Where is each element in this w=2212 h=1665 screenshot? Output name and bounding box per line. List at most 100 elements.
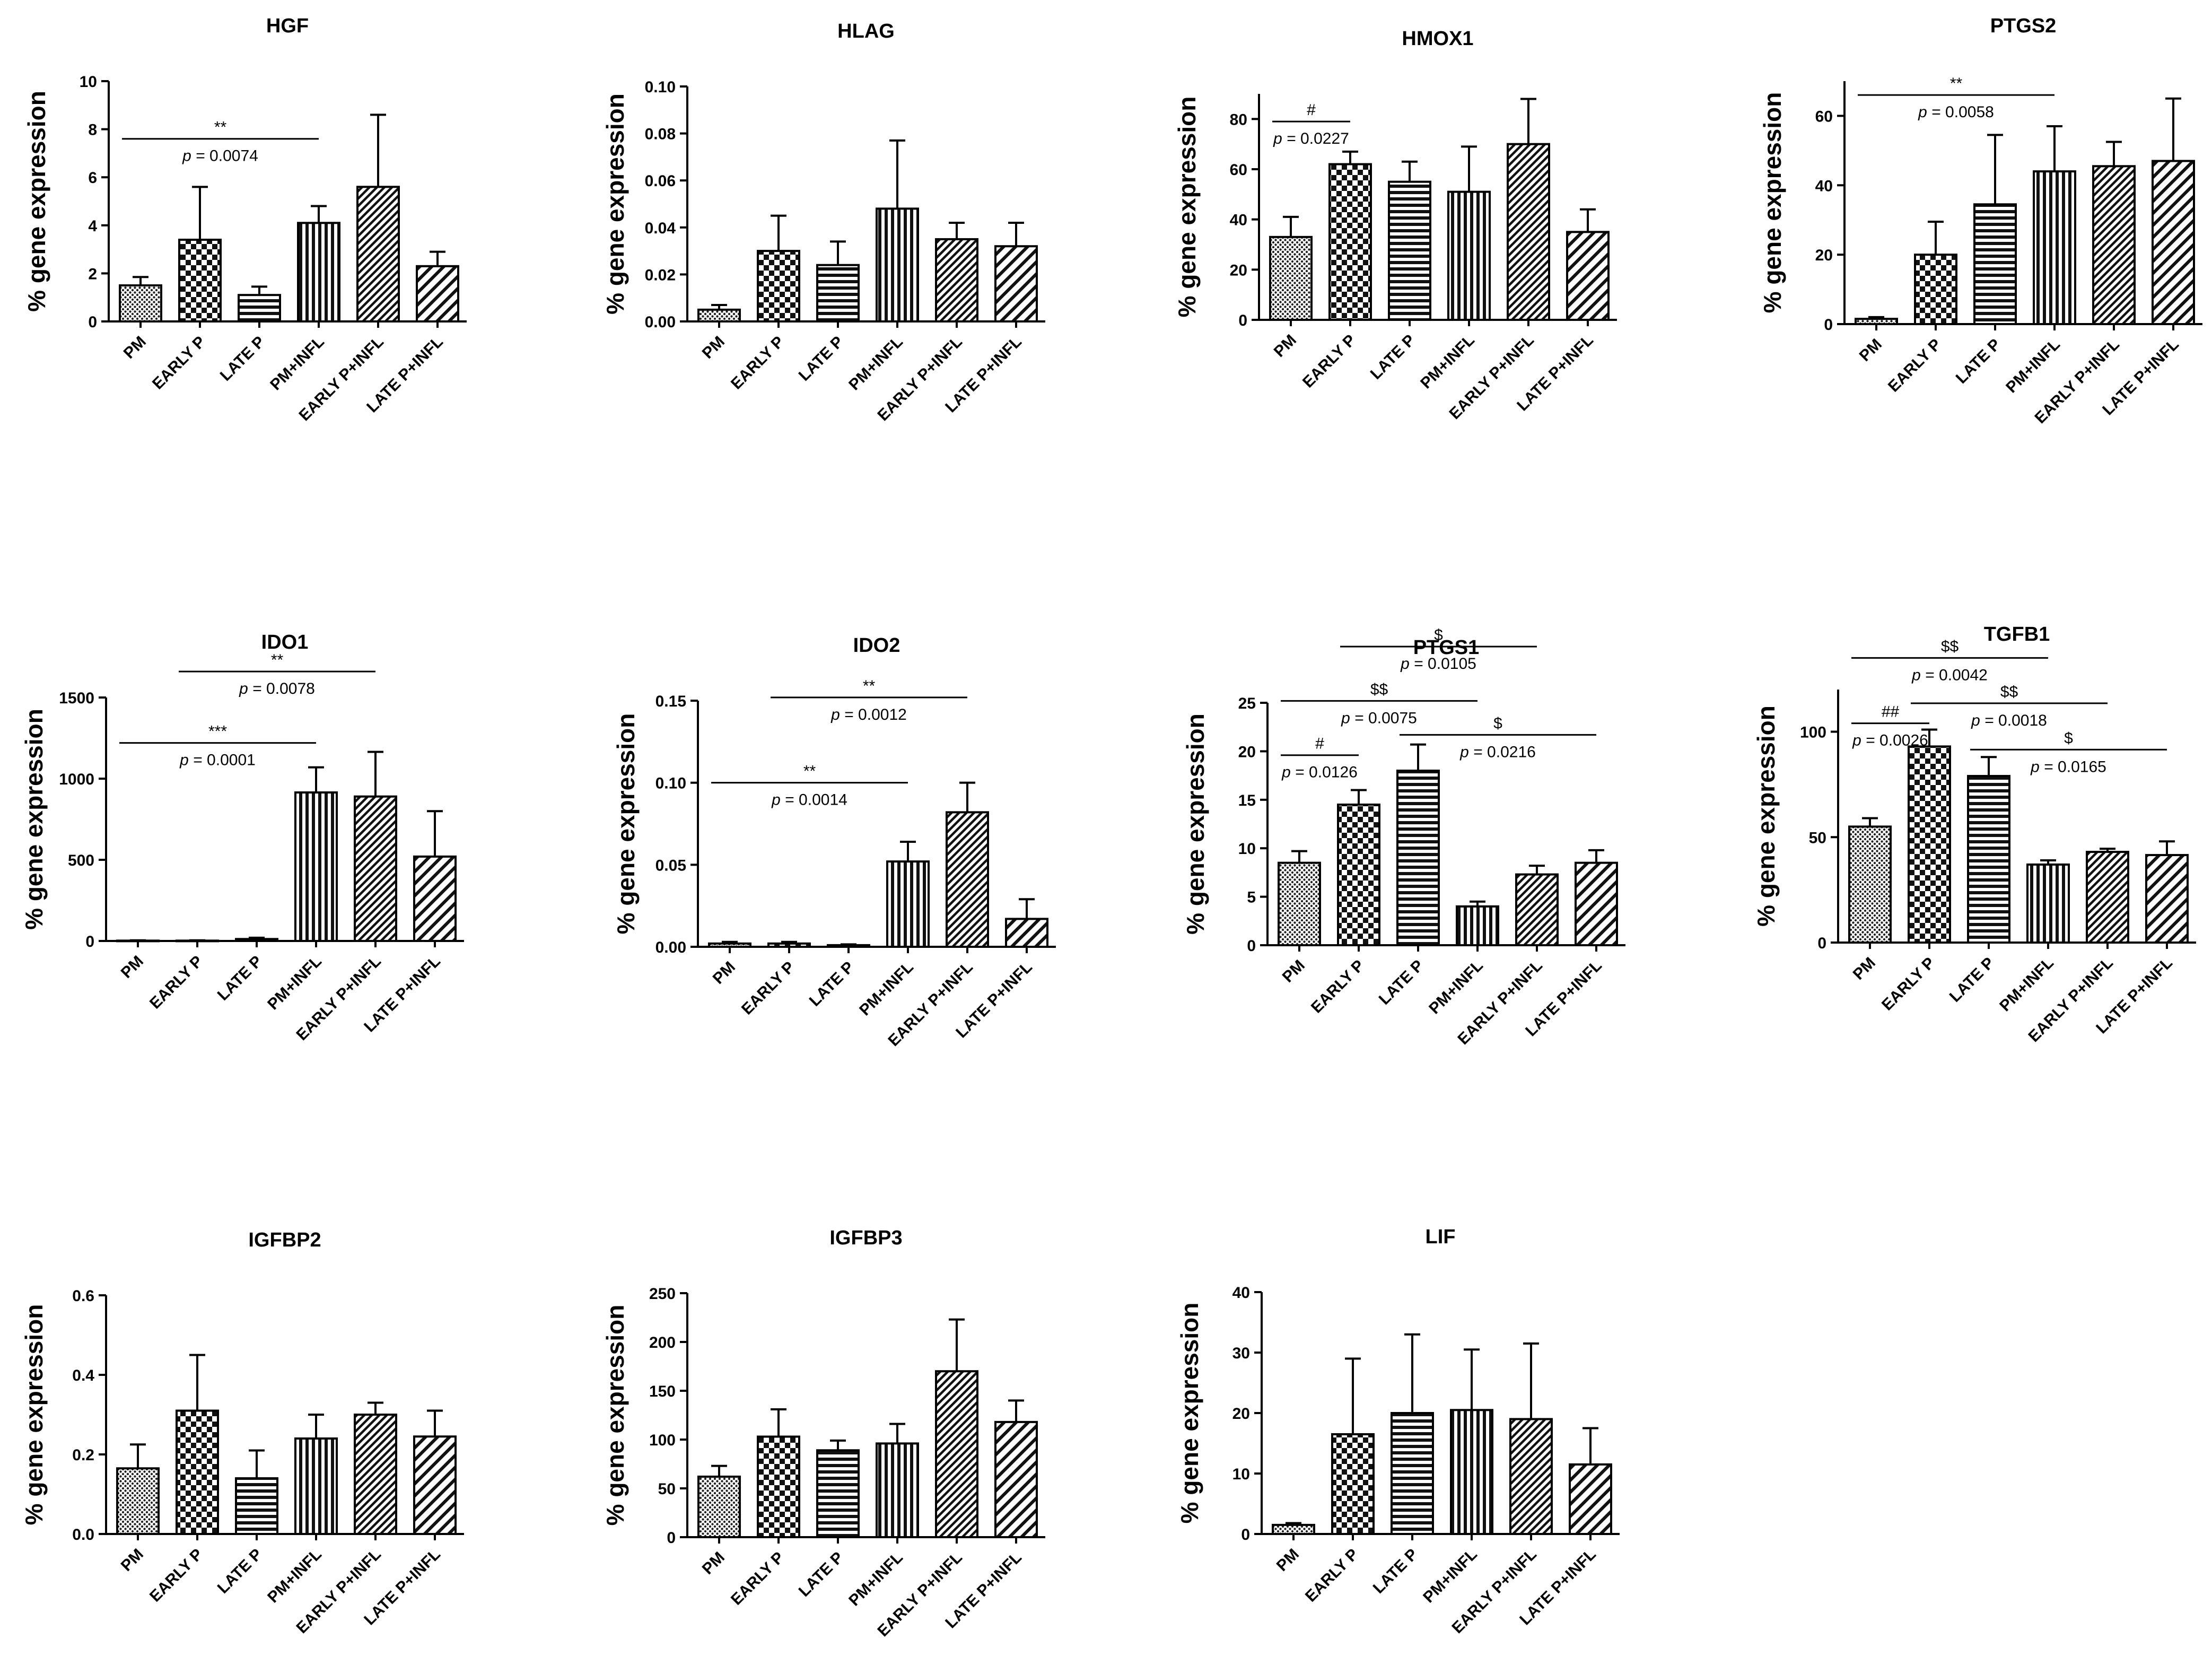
p-value-letter: p [239, 680, 248, 698]
y-tick-label: 8 [88, 121, 97, 139]
p-value-letter: p [771, 791, 781, 809]
p-value-letter: p [1281, 764, 1291, 781]
p-value-letter: p [1400, 655, 1410, 673]
y-axis-label: % gene expression [601, 93, 629, 315]
y-tick-label: 10 [80, 73, 97, 91]
x-tick-label: PM+INFL [1420, 1546, 1481, 1607]
p-value-letter: p [1459, 743, 1469, 761]
y-tick-label: 0.15 [655, 693, 686, 710]
p-value-letter: p [1918, 103, 1927, 121]
significance-symbol: $ [1493, 714, 1502, 732]
y-tick-label: 0 [1824, 316, 1833, 334]
x-tick-label: PM [699, 333, 728, 362]
chart-title: PTGS2 [1990, 15, 2057, 37]
p-value-label: p = 0.0018 [1971, 712, 2047, 729]
significance-symbol: $$ [1370, 681, 1388, 698]
p-value-number: = 0.0074 [191, 147, 258, 165]
bar-early-p-infl [354, 795, 397, 943]
x-tick-label: PM [120, 333, 150, 362]
bar-pm-infl [2033, 170, 2076, 325]
y-tick-label: 0 [1247, 937, 1256, 955]
x-tick-label: LATE P [214, 953, 266, 1004]
y-axis-label: % gene expression [1759, 92, 1786, 313]
y-axis-label: % gene expression [601, 1305, 629, 1526]
y-tick-label: 20 [1230, 261, 1247, 279]
x-tick-label: PM+INFL [264, 1546, 325, 1607]
bar-early-p-infl [1507, 143, 1550, 321]
x-tick-label: PM+INFL [264, 953, 325, 1014]
bar-early-p-infl [2086, 851, 2129, 944]
chart-title: IGFBP2 [248, 1229, 321, 1251]
p-value-label: p = 0.0216 [1459, 743, 1536, 761]
bar-late-p-infl [994, 245, 1038, 322]
p-value-label: p = 0.0227 [1273, 130, 1349, 147]
chart-title: IDO2 [853, 634, 900, 657]
p-value-letter: p [1341, 709, 1350, 727]
y-tick-label: 5 [1247, 889, 1256, 906]
significance-symbol: $$ [1941, 638, 1959, 655]
x-tick-label: LATE P [1367, 332, 1419, 383]
significance-symbol: ** [863, 677, 876, 695]
bar-late-p [235, 1477, 278, 1535]
chart-lif: LIF % gene expression 0 10 20 30 40 PM EARLY P LA… [1176, 1226, 1620, 1637]
p-value-number: = 0.0078 [248, 680, 315, 698]
chart-hlag: HLAG % gene expression 0.00 0.02 0.04 0.06 0.0… [601, 20, 1045, 424]
bar-pm-infl [1456, 905, 1499, 947]
p-value-label: p = 0.0105 [1400, 655, 1476, 673]
y-tick-label: 0.10 [655, 775, 686, 792]
x-tick-label: EARLY P [1299, 332, 1359, 391]
x-tick-label: LATE P [795, 333, 847, 385]
bar-late-p-infl [1005, 918, 1048, 948]
bar-pm [1272, 1523, 1315, 1535]
chart-title: PTGS1 [1413, 637, 1480, 659]
y-tick-label: 60 [1815, 108, 1833, 125]
p-value-letter: p [1971, 712, 1980, 729]
p-value-number: = 0.0018 [1980, 712, 2047, 729]
x-tick-label: LATE P [1946, 954, 1998, 1006]
y-tick-label: 200 [649, 1334, 676, 1352]
p-value-number: = 0.0026 [1861, 732, 1928, 749]
y-tick-label: 500 [68, 852, 94, 869]
p-value-label: p = 0.0058 [1918, 103, 1994, 121]
y-tick-label: 0 [88, 313, 97, 331]
bar-pm-infl [1447, 190, 1491, 321]
y-tick-label: 20 [1815, 247, 1833, 264]
y-tick-label: 0.04 [645, 220, 676, 237]
bar-early-p [1908, 745, 1951, 944]
y-tick-label: 80 [1230, 111, 1247, 128]
x-tick-label: PM [1273, 1546, 1302, 1575]
x-tick-label: PM+INFL [1426, 957, 1487, 1018]
bar-pm-infl [297, 222, 340, 322]
x-tick-label: EARLY P [728, 333, 788, 393]
x-tick-label: PM [118, 1546, 147, 1575]
y-tick-label: 0.0 [72, 1526, 94, 1544]
x-tick-label: LATE P [217, 333, 268, 385]
bar-early-p [178, 238, 222, 323]
significance-symbol: ## [1882, 703, 1900, 721]
bar-late-p-infl [413, 855, 457, 942]
p-value-label: p = 0.0014 [771, 791, 847, 809]
y-tick-label: 40 [1815, 177, 1833, 195]
bar-early-p [757, 1435, 800, 1538]
bar-pm-infl [1450, 1409, 1493, 1536]
y-tick-label: 0 [1817, 935, 1826, 952]
bar-pm [119, 284, 162, 322]
bar-early-p-infl [935, 238, 978, 323]
p-value-letter: p [1852, 732, 1861, 749]
x-tick-label: EARLY P [1885, 336, 1945, 396]
y-tick-label: 20 [1232, 1405, 1250, 1423]
p-value-number: = 0.0075 [1350, 709, 1417, 727]
bar-pm [1848, 825, 1892, 944]
y-tick-label: 0.00 [655, 939, 686, 956]
y-tick-label: 1500 [59, 690, 94, 707]
y-tick-label: 40 [1230, 212, 1247, 229]
y-tick-label: 4 [88, 217, 97, 235]
p-value-label: p = 0.0026 [1852, 732, 1928, 749]
y-tick-label: 40 [1232, 1284, 1250, 1302]
chart-title: HLAG [837, 20, 895, 42]
p-value-number: = 0.0014 [781, 791, 847, 809]
x-tick-label: EARLY P [1308, 957, 1368, 1017]
y-tick-label: 0.08 [645, 126, 676, 143]
